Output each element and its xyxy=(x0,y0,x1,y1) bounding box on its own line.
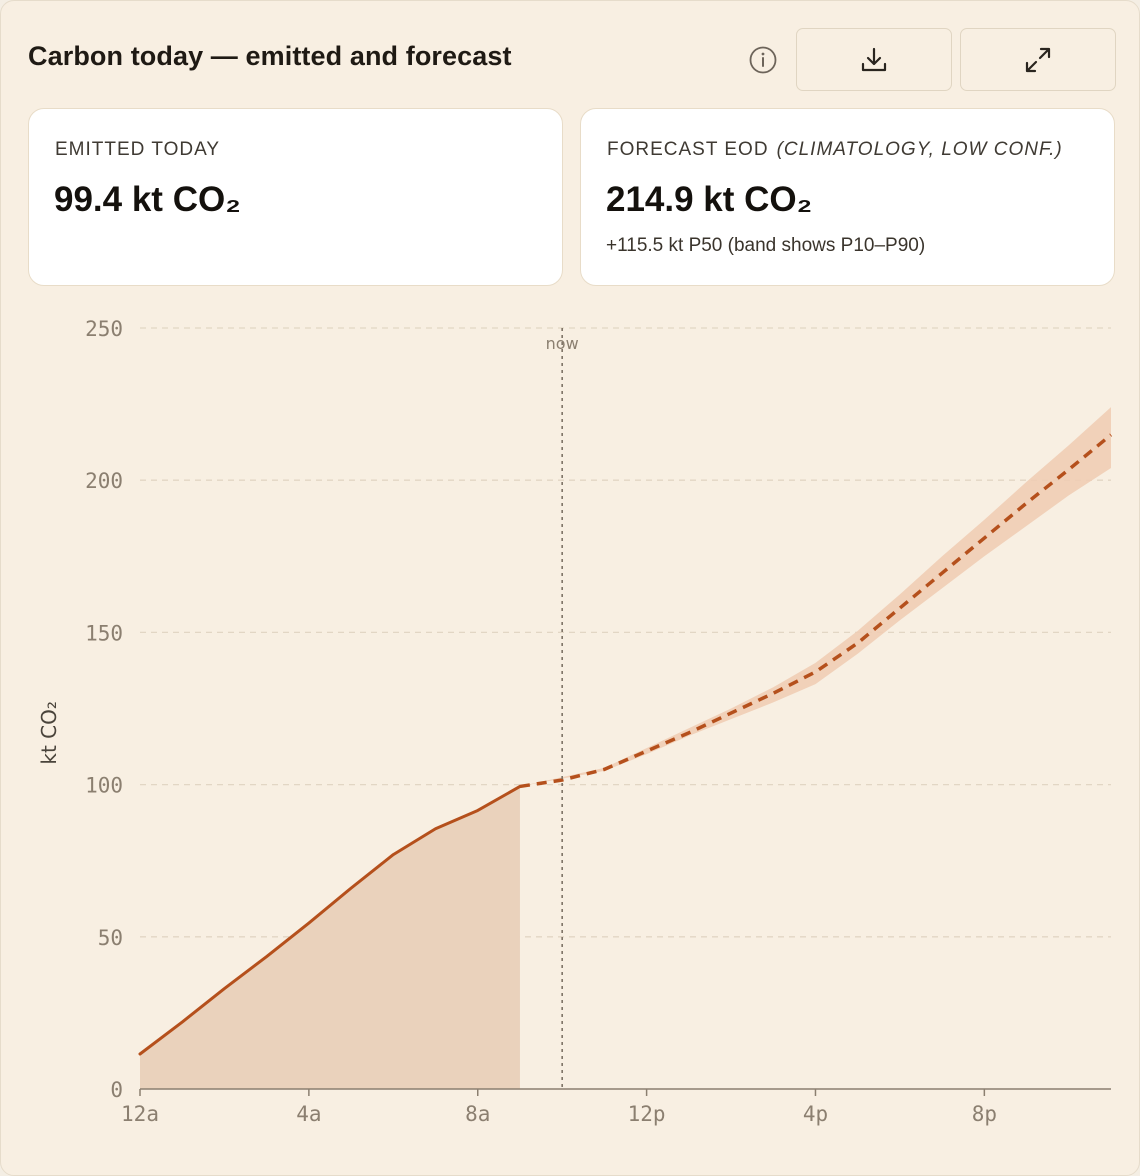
kpi-label: FORECAST EOD (CLIMATOLOGY, LOW CONF.) xyxy=(607,139,1063,161)
kpi-forecast-eod: FORECAST EOD (CLIMATOLOGY, LOW CONF.) 214… xyxy=(580,108,1115,286)
y-tick-label: 200 xyxy=(85,469,123,493)
x-tick-label: 12a xyxy=(121,1102,159,1126)
forecast-band xyxy=(519,407,1111,787)
expand-button[interactable] xyxy=(960,28,1116,91)
download-icon xyxy=(861,47,887,71)
x-tick-label: 8p xyxy=(972,1102,997,1126)
emitted-line xyxy=(138,784,522,1056)
y-tick-label: 150 xyxy=(85,621,123,645)
info-icon[interactable] xyxy=(748,45,778,75)
page-title: Carbon today — emitted and forecast xyxy=(28,41,512,71)
now-label: now xyxy=(546,334,579,353)
kpi-value: 99.4 kt CO₂ xyxy=(54,180,241,219)
x-tick-label: 12p xyxy=(628,1102,666,1126)
kpi-label-note: (CLIMATOLOGY, LOW CONF.) xyxy=(776,139,1063,160)
y-tick-label: 0 xyxy=(110,1078,123,1102)
expand-icon xyxy=(1025,47,1051,72)
x-tick-label: 4p xyxy=(803,1102,828,1126)
x-tick-label: 4a xyxy=(296,1102,321,1126)
series-lines-layer xyxy=(138,328,1113,1089)
kpi-label: EMITTED TODAY xyxy=(55,139,221,160)
y-tick-label: 250 xyxy=(85,317,123,341)
x-tick-label: 8a xyxy=(465,1102,490,1126)
emitted-area xyxy=(140,786,520,1089)
y-axis-label: kt CO₂ xyxy=(37,701,61,765)
kpi-value: 214.9 kt CO₂ xyxy=(606,180,813,219)
forecast-band-layer xyxy=(519,407,1111,787)
kpi-subtext: +115.5 kt P50 (band shows P10–P90) xyxy=(606,235,926,256)
emitted-area-layer xyxy=(140,786,520,1089)
axes xyxy=(139,1088,1111,1096)
axis-labels: 0 50 100 150 200 250 12a 4a 8a 12p 4p 8p kt CO₂ now xyxy=(37,317,997,1126)
grid-lines xyxy=(140,327,1111,938)
download-button[interactable] xyxy=(796,28,952,91)
kpi-label-text: FORECAST EOD xyxy=(607,139,769,160)
y-tick-label: 100 xyxy=(85,774,123,798)
y-tick-label: 50 xyxy=(98,926,123,950)
carbon-chart: 0 50 100 150 200 250 12a 4a 8a 12p 4p 8p kt CO₂ now xyxy=(37,317,1113,1126)
kpi-emitted-today: EMITTED TODAY 99.4 kt CO₂ xyxy=(28,108,563,286)
